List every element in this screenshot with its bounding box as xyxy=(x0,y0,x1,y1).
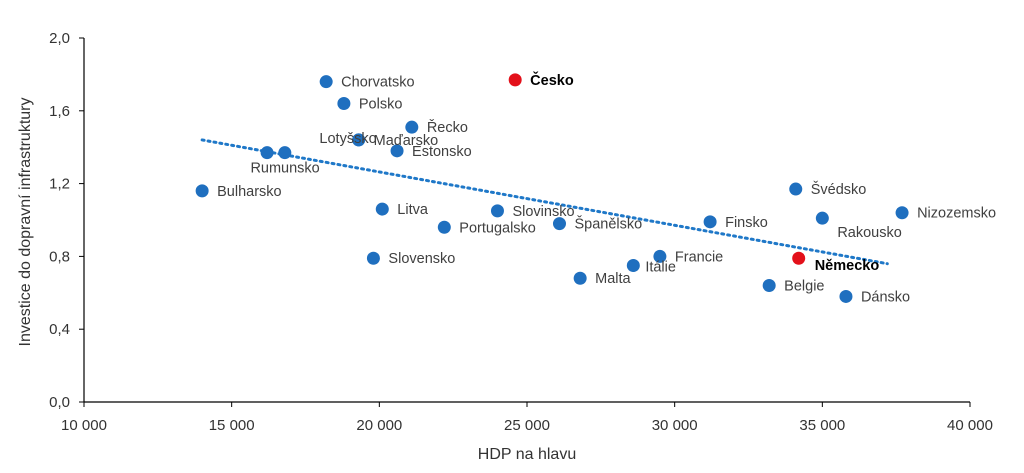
point-label: Rakousko xyxy=(837,225,901,241)
data-point xyxy=(319,75,333,89)
trendline xyxy=(200,138,889,266)
point-label: Itálie xyxy=(645,260,676,276)
data-point-labels: Chorvatsko Česko Polsko Řecko LotyšskoMaďars… xyxy=(217,71,996,306)
point-label: Maďarsko xyxy=(374,133,439,149)
point-label: Lotyšsko xyxy=(319,131,376,147)
highlight-point xyxy=(792,251,806,265)
x-axis-title: HDP na hlavu xyxy=(478,446,576,463)
data-point xyxy=(815,211,829,225)
data-point xyxy=(762,279,776,293)
x-tick-label: 40 000 xyxy=(947,417,993,434)
x-tick-label: 30 000 xyxy=(652,417,698,434)
data-point xyxy=(260,146,274,160)
data-point xyxy=(552,217,566,231)
y-tick-label: 0,0 xyxy=(49,394,70,411)
x-tick-label: 10 000 xyxy=(61,417,107,434)
data-point xyxy=(839,289,853,303)
y-tick-label: 2,0 xyxy=(49,30,70,47)
data-points xyxy=(195,73,909,303)
data-point xyxy=(653,249,667,263)
highlight-point xyxy=(508,73,522,87)
x-tick-label: 35 000 xyxy=(799,417,845,434)
point-label: Francie xyxy=(675,249,723,265)
data-point xyxy=(195,184,209,198)
data-point xyxy=(626,259,640,272)
point-label: Bulharsko xyxy=(217,184,281,200)
x-tick-label: 25 000 xyxy=(504,417,550,434)
data-point xyxy=(375,202,389,216)
point-label: Portugalsko xyxy=(459,220,536,236)
data-point xyxy=(789,182,803,196)
x-ticks: 10 000 15 000 20 000 25 000 30 000 35 000 40 0… xyxy=(61,402,993,434)
point-label: Řecko xyxy=(427,119,468,136)
x-tick-label: 15 000 xyxy=(209,417,255,434)
data-point xyxy=(703,215,717,229)
data-point xyxy=(573,271,587,285)
point-label: Litva xyxy=(397,202,429,218)
data-point xyxy=(490,204,504,218)
point-label: Nizozemsko xyxy=(917,206,996,222)
data-point xyxy=(405,120,419,134)
data-point xyxy=(366,251,380,265)
point-label: Slovinsko xyxy=(512,204,574,220)
y-tick-label: 1,2 xyxy=(49,176,70,193)
point-label: Belgie xyxy=(784,279,824,295)
data-point xyxy=(352,133,366,147)
point-label: Finsko xyxy=(725,215,768,231)
data-point xyxy=(278,146,292,160)
point-label: Polsko xyxy=(359,97,403,113)
point-label: Estonsko xyxy=(412,144,472,160)
y-axis-title: Investice do dopravní infrastruktury xyxy=(17,97,34,346)
data-point xyxy=(895,206,909,220)
point-label: Rumunsko xyxy=(250,161,319,177)
point-label: Německo xyxy=(815,258,880,274)
data-point xyxy=(337,97,351,111)
point-label: Slovensko xyxy=(388,251,455,267)
point-label: Chorvatsko xyxy=(341,75,414,91)
point-label: Španělsko xyxy=(574,216,642,233)
y-tick-label: 0,4 xyxy=(49,321,70,338)
point-label: Malta xyxy=(595,271,631,287)
point-label: Švédsko xyxy=(811,181,867,198)
x-tick-label: 20 000 xyxy=(356,417,402,434)
point-label: Dánsko xyxy=(861,289,910,305)
data-point xyxy=(437,220,451,234)
data-point xyxy=(390,144,404,158)
y-ticks: 0,0 0,4 0,8 1,2 1,6 2,0 xyxy=(49,30,84,411)
y-tick-label: 0,8 xyxy=(49,248,70,265)
y-tick-label: 1,6 xyxy=(49,103,70,120)
point-label: Česko xyxy=(530,71,574,89)
